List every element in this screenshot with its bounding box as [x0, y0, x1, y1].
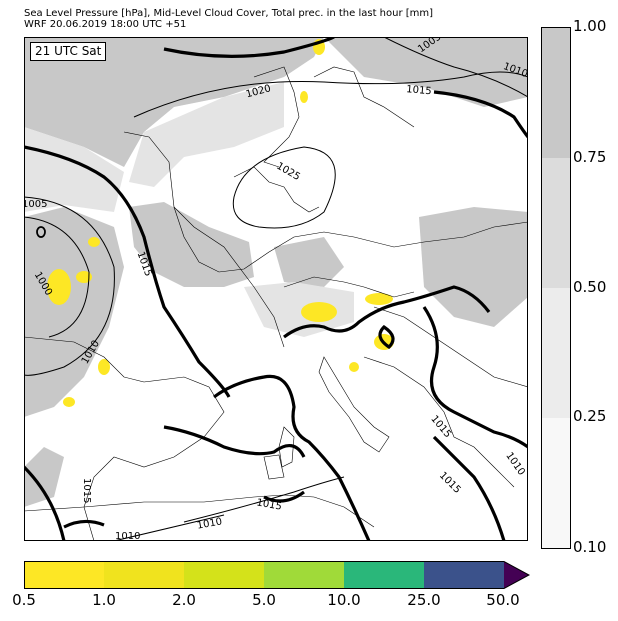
- cloud-cover-colorbar: [541, 27, 571, 549]
- cloud-cover-swatch: [542, 418, 570, 548]
- precip-swatch: [424, 561, 504, 589]
- precip-swatch: [184, 561, 264, 589]
- valid-time-label: 21 UTC Sat: [30, 42, 107, 61]
- isobar-label: 1010: [115, 531, 140, 541]
- low-pressure-center: [36, 226, 46, 238]
- isobars-thin: [24, 37, 528, 541]
- cloud-cover-tick: 0.25: [573, 407, 607, 425]
- isobars-thick: [24, 37, 528, 541]
- isobar-label: 1005: [24, 199, 47, 210]
- cloud-cover-swatch: [542, 28, 570, 158]
- precip-tick: 1.0: [92, 591, 116, 609]
- precip-extend-arrow: [504, 561, 529, 589]
- cloud-cover-swatch: [542, 288, 570, 418]
- precip-swatch: [104, 561, 184, 589]
- map-title: Sea Level Pressure [hPa], Mid-Level Clou…: [24, 8, 434, 19]
- map-frame: [24, 37, 528, 541]
- precip-tick: 25.0: [407, 591, 441, 609]
- precip-swatch: [344, 561, 424, 589]
- cloud-cover-tick: 0.10: [573, 538, 607, 556]
- precip-tick: 2.0: [172, 591, 196, 609]
- precip-tick: 50.0: [486, 591, 520, 609]
- precip-swatch: [24, 561, 104, 589]
- isobar-label: 1010: [196, 516, 223, 531]
- precip-tick: 5.0: [252, 591, 276, 609]
- precip-tick: 0.5: [12, 591, 36, 609]
- precip-tick: 10.0: [327, 591, 361, 609]
- map-subtitle: WRF 20.06.2019 18:00 UTC +51: [24, 19, 187, 30]
- cloud-cover-swatch: [542, 158, 570, 288]
- cloud-cover-tick: 1.00: [573, 17, 607, 35]
- isobar-label: 1015: [406, 84, 432, 97]
- weather-map: 1005 1010 1015 1020 1025 1000 1005 1010 …: [24, 37, 528, 541]
- isobar-label: 1015: [81, 478, 92, 503]
- cloud-cover-tick: 0.75: [573, 148, 607, 166]
- precipitation-colorbar: [24, 561, 530, 589]
- precip-swatch: [264, 561, 344, 589]
- isobar-label: 1015: [256, 497, 283, 512]
- cloud-cover-tick: 0.50: [573, 278, 607, 296]
- precip-colorbar-frame: [24, 561, 530, 589]
